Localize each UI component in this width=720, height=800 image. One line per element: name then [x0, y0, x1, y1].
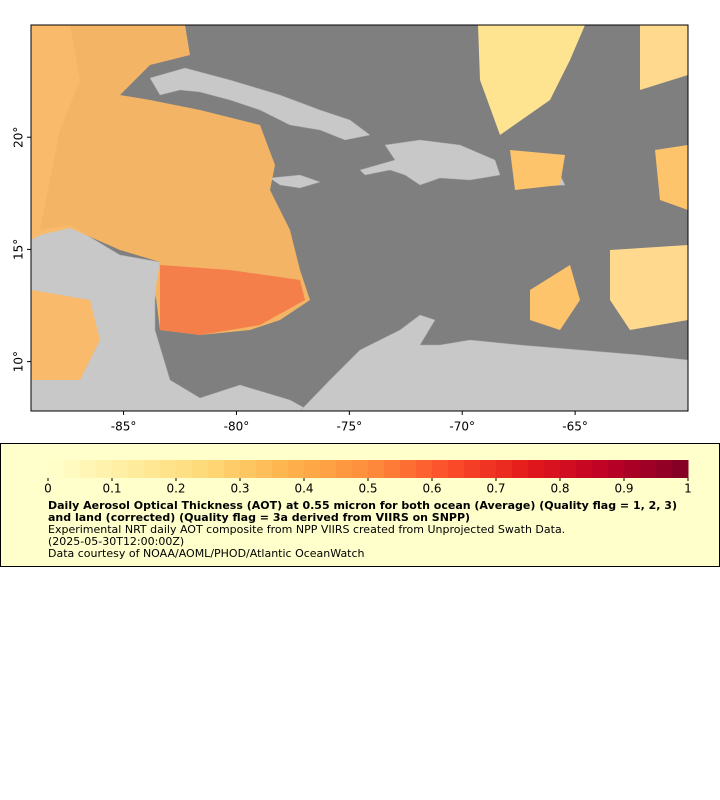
colorbar-cell — [208, 460, 225, 478]
colorbar-tick-label: 0.4 — [294, 482, 313, 496]
x-tick-label: -65° — [562, 420, 588, 434]
colorbar-cell — [448, 460, 465, 478]
subtitle: Experimental NRT daily AOT composite fro… — [48, 523, 566, 536]
colorbar-tick-label: 0.7 — [486, 482, 505, 496]
title: Daily Aerosol Optical Thickness (AOT) at… — [48, 499, 677, 524]
colorbar-cell — [128, 460, 145, 478]
colorbar-cell — [464, 460, 481, 478]
colorbar-tick-label: 0 — [44, 482, 52, 496]
colorbar-tick-label: 0.8 — [550, 482, 569, 496]
colorbar-cell — [240, 460, 257, 478]
colorbar-cell — [496, 460, 513, 478]
x-tick-label: -80° — [224, 420, 250, 434]
colorbar-cell — [672, 460, 689, 478]
colorbar-cell — [368, 460, 385, 478]
x-tick-label: -70° — [449, 420, 475, 434]
colorbar-cell — [336, 460, 353, 478]
colorbar-tick-label: 0.1 — [102, 482, 121, 496]
colorbar-cell — [288, 460, 305, 478]
colorbar-cell — [400, 460, 417, 478]
colorbar-cell — [256, 460, 273, 478]
colorbar-cell — [608, 460, 625, 478]
colorbar-tick-label: 0.9 — [614, 482, 633, 496]
colorbar-tick-label: 1 — [684, 482, 692, 496]
colorbar-cell — [384, 460, 401, 478]
colorbar-tick-label: 0.2 — [166, 482, 185, 496]
x-tick-label: -85° — [111, 420, 137, 434]
colorbar-cell — [576, 460, 593, 478]
colorbar-cell — [480, 460, 497, 478]
x-tick-label: -75° — [337, 420, 363, 434]
colorbar-cell — [352, 460, 369, 478]
aot-field — [31, 25, 688, 380]
colorbar-cell — [48, 460, 65, 478]
map-frame — [30, 24, 689, 412]
colorbar-cell — [560, 460, 577, 478]
y-tick-label: 15° — [12, 239, 26, 260]
colorbar-cell — [80, 460, 97, 478]
legend-text: Daily Aerosol Optical Thickness (AOT) at… — [48, 500, 678, 560]
colorbar-tick-label: 0.6 — [422, 482, 441, 496]
colorbar-cell — [96, 460, 113, 478]
colorbar-cell — [64, 460, 81, 478]
colorbar-cell — [272, 460, 289, 478]
credit: Data courtesy of NOAA/AOML/PHOD/Atlantic… — [48, 547, 365, 560]
date: (2025-05-30T12:00:00Z) — [48, 535, 185, 548]
colorbar-cell — [416, 460, 433, 478]
colorbar-cell — [112, 460, 129, 478]
colorbar-cell — [592, 460, 609, 478]
colorbar-cell — [144, 460, 161, 478]
colorbar-cell — [160, 460, 177, 478]
colorbar-cell — [640, 460, 657, 478]
y-tick-label: 10° — [12, 351, 26, 372]
colorbar-cell — [224, 460, 241, 478]
colorbar-cell — [304, 460, 321, 478]
colorbar-cell — [624, 460, 641, 478]
colorbar-cell — [432, 460, 449, 478]
colorbar-cell — [176, 460, 193, 478]
colorbar-tick-label: 0.5 — [358, 482, 377, 496]
colorbar-cell — [320, 460, 337, 478]
colorbar-tick-label: 0.3 — [230, 482, 249, 496]
colorbar-cell — [544, 460, 561, 478]
y-tick-label: 20° — [12, 127, 26, 148]
colorbar-cell — [528, 460, 545, 478]
colorbar-cell — [512, 460, 529, 478]
colorbar-cell — [192, 460, 209, 478]
colorbar-cell — [656, 460, 673, 478]
